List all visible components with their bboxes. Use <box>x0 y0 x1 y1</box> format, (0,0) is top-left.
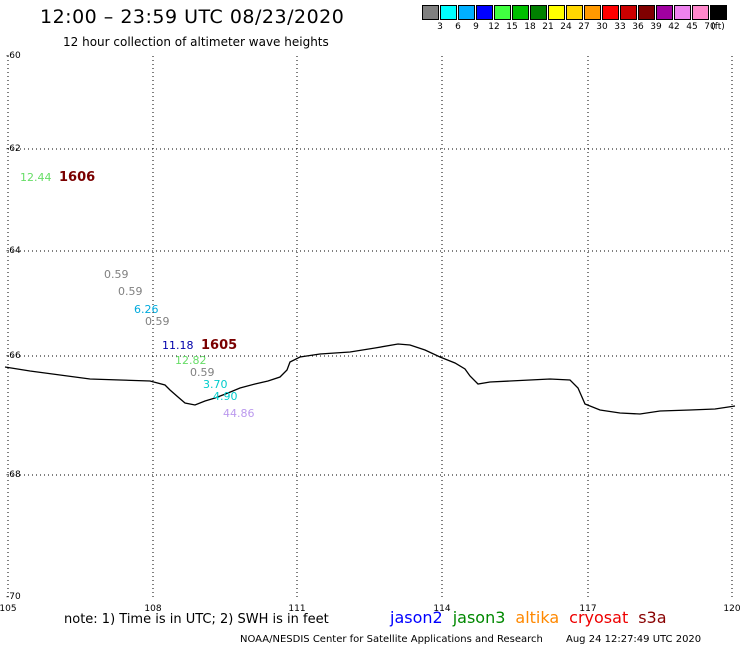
wave-height-value: 11.18 <box>162 339 194 352</box>
legend-label: 45 <box>686 22 698 32</box>
legend-swatch <box>710 5 727 20</box>
legend-swatch <box>548 5 565 20</box>
legend-label: 9 <box>473 22 479 32</box>
wave-height-value: 0.59 <box>145 315 170 328</box>
legend-label: 36 <box>632 22 644 32</box>
lat-label: -62 <box>6 144 21 154</box>
legend-swatch <box>674 5 691 20</box>
satellite-name: jason3 <box>452 608 506 627</box>
legend-swatch <box>656 5 673 20</box>
antarctic-coastline <box>4 343 736 415</box>
map-subtitle: 12 hour collection of altimeter wave hei… <box>63 35 329 49</box>
legend-label: 24 <box>560 22 572 32</box>
satellite-name: altika <box>515 608 560 627</box>
wave-height-value: 12.44 <box>20 171 52 184</box>
lon-label: 108 <box>144 604 162 614</box>
legend-label: (ft) <box>711 22 725 32</box>
wave-height-value: 12.82 <box>175 354 207 367</box>
generated-timestamp: Aug 24 12:27:49 UTC 2020 <box>566 634 702 645</box>
wave-height-legend: 3 6 9 12 15 18 21 24 27 30 33 36 39 42 45 70 (ft) <box>422 5 728 34</box>
lat-label: -64 <box>6 246 21 256</box>
wave-height-value: 6.26 <box>134 303 159 316</box>
legend-swatches <box>422 5 728 20</box>
legend-label: 15 <box>506 22 518 32</box>
satellite-key: jason2 jason3 altika cryosat s3a <box>390 608 677 627</box>
satellite-name: s3a <box>638 608 667 627</box>
lat-label: -66 <box>6 351 21 361</box>
legend-label: 12 <box>488 22 500 32</box>
lat-label: -70 <box>6 592 21 602</box>
wave-height-value: 0.59 <box>104 268 129 281</box>
legend-label: 21 <box>542 22 554 32</box>
lon-label: 120 <box>723 604 740 614</box>
legend-labels: 3 6 9 12 15 18 21 24 27 30 33 36 39 42 45 70 (ft) <box>422 22 728 34</box>
legend-label: 39 <box>650 22 662 32</box>
legend-swatch <box>584 5 601 20</box>
map-title: 12:00 – 23:59 UTC 08/23/2020 <box>40 6 345 28</box>
legend-label: 33 <box>614 22 626 32</box>
lon-label: 111 <box>288 604 306 614</box>
cycle-label: 1605 <box>201 338 238 353</box>
grid-lines <box>7 56 733 600</box>
legend-swatch <box>530 5 547 20</box>
legend-swatch <box>602 5 619 20</box>
lat-label: -68 <box>6 470 21 480</box>
legend-swatch <box>512 5 529 20</box>
legend-swatch <box>494 5 511 20</box>
wave-height-value: 44.86 <box>223 407 255 420</box>
lat-label: -60 <box>6 51 21 61</box>
legend-swatch <box>566 5 583 20</box>
legend-label: 42 <box>668 22 680 32</box>
units-note: note: 1) Time is in UTC; 2) SWH is in fe… <box>64 612 329 627</box>
lon-label: 114 <box>433 604 451 614</box>
wave-height-value: 0.59 <box>118 285 143 298</box>
wave-height-value: 4.90 <box>213 390 238 403</box>
cycle-label: 1606 <box>59 170 96 185</box>
legend-label: 30 <box>596 22 608 32</box>
credit-line: NOAA/NESDIS Center for Satellite Applica… <box>240 634 543 645</box>
legend-swatch <box>440 5 457 20</box>
legend-swatch <box>458 5 475 20</box>
legend-swatch <box>620 5 637 20</box>
satellite-name: cryosat <box>569 608 629 627</box>
legend-swatch <box>638 5 655 20</box>
legend-label: 18 <box>524 22 536 32</box>
legend-label: 70 <box>704 22 716 32</box>
legend-swatch <box>476 5 493 20</box>
legend-swatch <box>692 5 709 20</box>
lon-label: 117 <box>579 604 597 614</box>
wave-height-value: 0.59 <box>190 366 215 379</box>
satellite-name: jason2 <box>390 608 443 627</box>
legend-label: 27 <box>578 22 590 32</box>
legend-swatch <box>422 5 439 20</box>
lon-label: 105 <box>0 604 17 614</box>
wave-height-value: 3.70 <box>203 378 228 391</box>
legend-label: 3 <box>437 22 443 32</box>
legend-label: 6 <box>455 22 461 32</box>
